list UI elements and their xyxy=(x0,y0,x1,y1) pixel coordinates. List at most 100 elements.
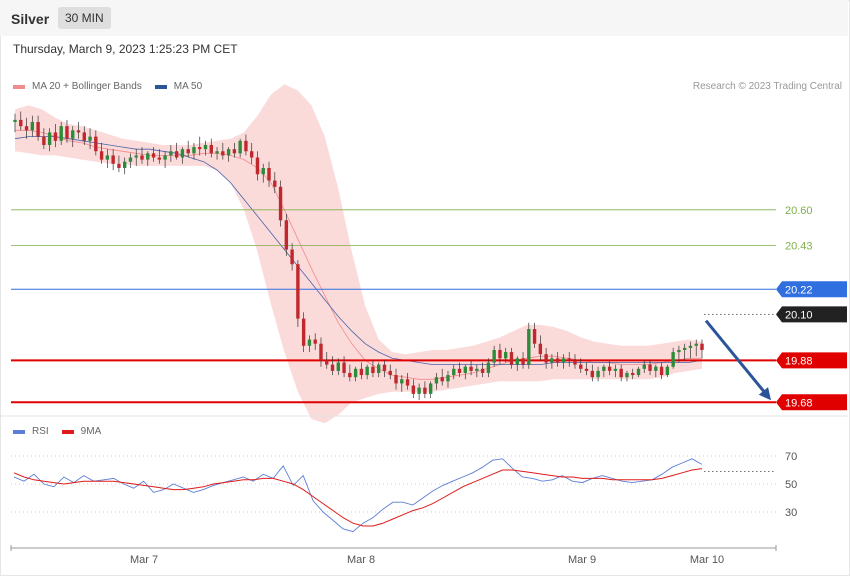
candle xyxy=(325,360,329,365)
ma50-line xyxy=(14,136,703,365)
level-label-20.22: 20.22 xyxy=(785,284,813,296)
candle xyxy=(134,155,138,158)
candle xyxy=(88,136,92,141)
candle xyxy=(671,352,675,367)
main-legend: MA 20 + Bollinger Bands MA 50 xyxy=(13,81,215,92)
candle xyxy=(319,343,323,361)
candle xyxy=(313,339,317,344)
chart-datetime: Thursday, March 9, 2023 1:25:23 PM CET xyxy=(13,42,238,56)
candle xyxy=(573,360,577,365)
candle xyxy=(694,343,698,346)
candle xyxy=(411,385,416,394)
candle xyxy=(209,144,213,154)
candle xyxy=(446,375,450,382)
x-tick-label: Mar 8 xyxy=(347,554,375,566)
candle xyxy=(24,126,29,131)
candle xyxy=(371,366,375,373)
level-label-20.60: 20.60 xyxy=(785,205,813,217)
candle xyxy=(157,157,162,160)
candle xyxy=(19,119,23,127)
candle xyxy=(203,144,208,150)
candle xyxy=(452,368,456,376)
candle xyxy=(65,126,69,139)
candle xyxy=(538,343,543,355)
candle xyxy=(544,354,548,363)
x-tick-label: Mar 7 xyxy=(130,554,158,566)
candle xyxy=(348,372,352,378)
interval-badge[interactable]: 30 MIN xyxy=(58,7,111,29)
legend-item-rsi: RSI xyxy=(13,426,49,437)
candle xyxy=(521,358,525,365)
level-tag-20.22 xyxy=(776,281,847,298)
candle xyxy=(642,364,646,369)
candle xyxy=(602,366,606,371)
candle xyxy=(579,364,583,369)
candle xyxy=(244,140,248,152)
candle xyxy=(492,349,496,363)
candle xyxy=(151,153,156,158)
candle xyxy=(238,140,242,154)
candle xyxy=(117,163,121,168)
candle xyxy=(290,249,294,265)
legend-label-rsi: RSI xyxy=(32,426,49,437)
candle xyxy=(232,149,237,154)
candle xyxy=(636,368,641,376)
candle xyxy=(342,362,346,373)
candle xyxy=(613,368,618,371)
candle xyxy=(555,358,560,363)
level-label-20.10: 20.10 xyxy=(785,309,813,321)
candle xyxy=(394,375,398,384)
level-tag-19.68 xyxy=(776,394,847,411)
candle xyxy=(180,149,185,158)
candle xyxy=(192,147,196,154)
candle xyxy=(434,377,439,384)
candle xyxy=(365,366,369,376)
legend-item-ma50: MA 50 xyxy=(154,81,202,92)
candle xyxy=(13,119,17,122)
level-label-19.88: 19.88 xyxy=(785,355,813,367)
instrument-name: Silver xyxy=(11,11,50,27)
candle xyxy=(30,121,35,131)
candle xyxy=(677,349,681,353)
candle xyxy=(648,364,652,371)
candle xyxy=(53,132,58,141)
candle xyxy=(532,329,537,344)
candle xyxy=(700,343,704,350)
candle xyxy=(417,387,421,394)
candle xyxy=(590,370,595,378)
candle xyxy=(307,339,312,346)
candle xyxy=(682,347,687,350)
candle xyxy=(428,383,433,394)
candle xyxy=(423,387,427,394)
candle xyxy=(111,155,115,164)
legend-swatch-9ma xyxy=(61,429,74,434)
candle xyxy=(377,364,381,373)
candle xyxy=(249,151,254,158)
candle xyxy=(550,358,554,363)
candle xyxy=(267,167,271,181)
candle xyxy=(71,130,75,139)
candle xyxy=(122,161,127,168)
candle xyxy=(631,372,635,376)
candle xyxy=(76,130,81,133)
candle xyxy=(82,132,86,141)
level-label-20.43: 20.43 xyxy=(785,240,813,252)
candle xyxy=(186,149,190,154)
rsi-legend: RSI 9MA xyxy=(13,426,114,437)
candle xyxy=(146,153,150,160)
candle xyxy=(509,352,514,365)
forecast-arrow-shaft xyxy=(704,319,769,397)
candle xyxy=(400,379,404,384)
x-tick-label: Mar 9 xyxy=(568,554,596,566)
rsi-series-RSI xyxy=(13,458,703,533)
candle xyxy=(296,264,300,319)
candle xyxy=(688,345,693,348)
forecast-arrow-head xyxy=(758,387,771,401)
candle xyxy=(527,329,531,365)
candle xyxy=(607,366,612,371)
candle xyxy=(226,149,231,156)
candle xyxy=(215,151,219,154)
candle xyxy=(198,147,202,150)
